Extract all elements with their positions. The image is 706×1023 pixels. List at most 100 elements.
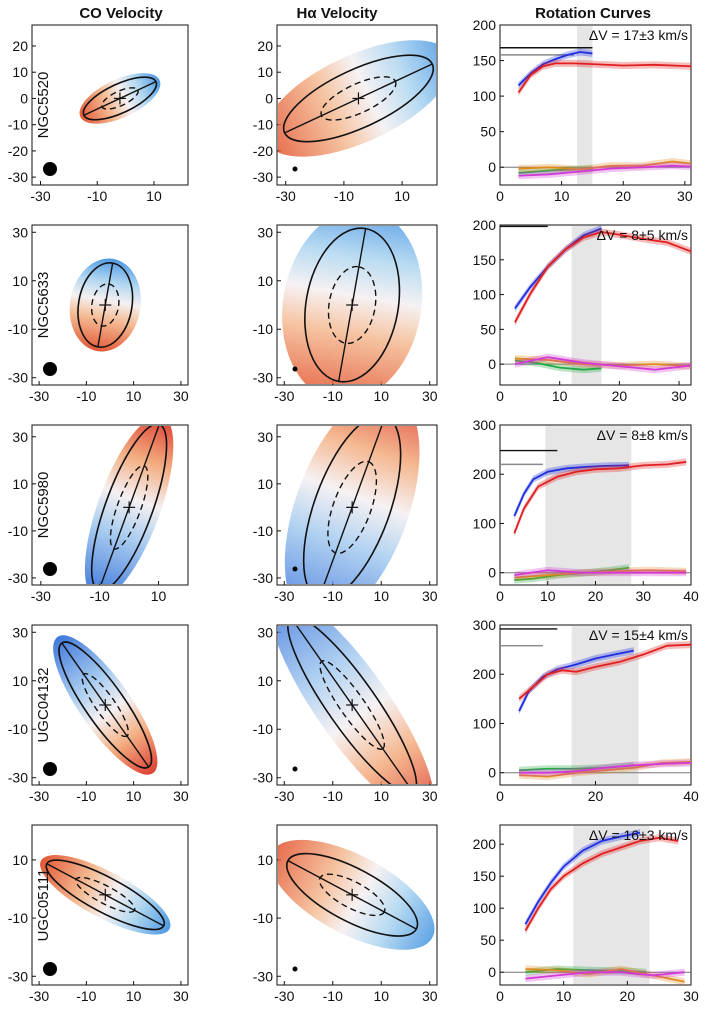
co-3-beam	[43, 762, 57, 776]
co-4-ytick-label: -10	[8, 910, 28, 926]
rc-1-line-res2	[514, 356, 692, 371]
rc-3-ytick-label: 300	[473, 617, 497, 633]
ha-0-ytick-label: 20	[257, 38, 273, 54]
rc-0-frame	[499, 24, 692, 186]
rc-1-line-Hα	[514, 231, 692, 323]
ha-0-ytick-label: -10	[253, 117, 273, 133]
co-3-ytick-label: -10	[8, 721, 28, 737]
co-1-ytick-label: 10	[12, 273, 28, 289]
ha-1-map	[282, 226, 423, 384]
galaxy-name: NGC5633	[35, 272, 52, 339]
co-1-xtick-label: 10	[126, 388, 142, 404]
rc-0-line-res2	[518, 164, 692, 177]
rc-4-line-res2	[525, 971, 685, 980]
rc-1-band-Hα	[514, 228, 691, 326]
ha-4-ytick-label: -30	[253, 968, 273, 984]
ha-0-xtick-label: -30	[276, 188, 296, 204]
ha-0-xtick-label: -10	[334, 188, 354, 204]
ha-2-ytick-label: -10	[253, 523, 273, 539]
rc-1-xtick-label: 30	[671, 388, 687, 404]
co-0-ytick-label: -30	[8, 169, 28, 185]
ha-3-xtick-label: 30	[422, 788, 438, 804]
rc-0-shade	[577, 26, 593, 184]
ha-4-ytick-label: 10	[257, 852, 273, 868]
co-2-xtick-label: -30	[31, 588, 51, 604]
rc-1-ytick-label: 150	[473, 252, 497, 268]
rc-4-xtick-label: 0	[496, 988, 504, 1004]
ha-4-ytick-label: -10	[253, 910, 273, 926]
ha-1-xtick-label: -30	[274, 388, 294, 404]
rc-2-band-Hα	[514, 458, 687, 537]
rc-4-delta-v: ΔV = 16±3 km/s	[589, 827, 688, 843]
rc-0-delta-v: ΔV = 17±3 km/s	[589, 27, 688, 43]
co-1-xtick-label: 30	[173, 388, 189, 404]
rc-2-xtick-label: 20	[588, 588, 604, 604]
co-0-xtick-label: 10	[146, 188, 162, 204]
co-0-xtick-label: -10	[87, 188, 107, 204]
co-3-map	[53, 635, 158, 775]
rc-3-line-Hα_res	[519, 760, 692, 778]
rc-4-line-Hα	[524, 836, 679, 932]
ha-0-ytick-label: -20	[253, 143, 273, 159]
co-2-beam	[43, 562, 57, 576]
rc-0-line-Hα_res	[518, 160, 692, 171]
rc-4-xtick-label: 20	[620, 988, 636, 1004]
rc-3-ytick-label: 100	[473, 715, 497, 731]
ha-2-xtick-label: 30	[422, 588, 438, 604]
rc-1-ytick-label: 0	[488, 356, 496, 372]
co-2-ytick-label: -10	[8, 523, 28, 539]
rc-2-xtick-label: 40	[683, 588, 699, 604]
rc-2-ytick-label: 0	[488, 565, 496, 581]
rc-1-delta-v: ΔV = 8±5 km/s	[597, 227, 688, 243]
co-0-ytick-label: -10	[8, 117, 28, 133]
co-1-beam	[43, 362, 57, 376]
co-1-map	[69, 258, 141, 352]
ha-3-map	[278, 626, 435, 784]
rc-0-band-Hα	[518, 59, 691, 97]
co-2-ytick-label: 10	[12, 476, 28, 492]
co-2-xtick-label: -10	[90, 588, 110, 604]
co-3-xtick-label: 30	[173, 788, 189, 804]
rc-2-line-res2	[514, 569, 687, 577]
ha-0-ytick-label: 10	[257, 64, 273, 80]
ha-2-beam	[292, 566, 298, 572]
rc-2-ytick-label: 200	[473, 466, 497, 482]
galaxy-name: NGC5520	[35, 72, 52, 139]
co-1-ytick-label: 30	[12, 224, 28, 240]
co-4-ytick-label: -30	[8, 968, 28, 984]
rc-0-ytick-label: 50	[480, 124, 496, 140]
ha-3-outer-ellipse	[287, 626, 418, 784]
rc-1-xtick-label: 0	[496, 388, 504, 404]
rc-2-shade	[545, 426, 632, 584]
rc-3-xtick-label: 20	[588, 788, 604, 804]
co-4-xtick-label: 30	[173, 988, 189, 1004]
rc-3-ytick-label: 0	[488, 765, 496, 781]
rc-0-xtick-label: 20	[615, 188, 631, 204]
rc-0-line-CO	[517, 51, 593, 87]
co-1-xtick-label: -30	[29, 388, 49, 404]
ha-3-ytick-label: -30	[253, 770, 273, 786]
rc-4-ytick-label: 150	[473, 868, 497, 884]
co-1-ytick-label: -30	[8, 370, 28, 386]
ha-3-ytick-label: 30	[257, 624, 273, 640]
rc-1-shade	[571, 226, 602, 384]
rc-0-ytick-label: 200	[473, 17, 497, 33]
rc-1-ytick-label: 50	[480, 321, 496, 337]
ha-0-ytick-label: 0	[265, 90, 273, 106]
rc-3-delta-v: ΔV = 15±4 km/s	[589, 627, 688, 643]
rc-3-line-res2	[519, 761, 692, 774]
co-2-ytick-label: 30	[12, 429, 28, 445]
ha-3-xtick-label: -30	[274, 788, 294, 804]
rc-4-xtick-label: 10	[556, 988, 572, 1004]
co-2-map	[84, 426, 174, 584]
co-0-ytick-label: 0	[20, 90, 28, 106]
rc-0-band-Hα_res	[518, 158, 691, 173]
ha-2-ytick-label: 30	[257, 429, 273, 445]
rc-4-band-res2	[525, 968, 685, 983]
rc-4-ytick-label: 50	[480, 932, 496, 948]
rc-0-xtick-label: 0	[496, 188, 504, 204]
ha-0-ytick-label: -30	[253, 169, 273, 185]
